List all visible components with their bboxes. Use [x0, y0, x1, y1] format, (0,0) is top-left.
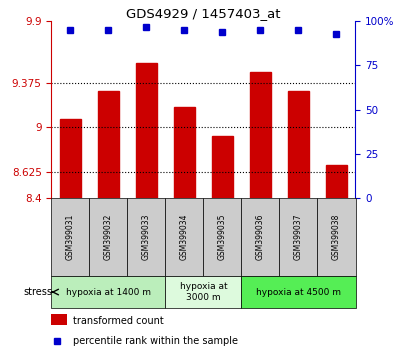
- Bar: [166, 198, 203, 276]
- Bar: [212, 136, 233, 198]
- Bar: [60, 119, 81, 198]
- Bar: [174, 107, 195, 198]
- Bar: [136, 63, 157, 198]
- Bar: [250, 72, 271, 198]
- Bar: [98, 91, 119, 198]
- Bar: [51, 276, 166, 308]
- Bar: [318, 198, 356, 276]
- Title: GDS4929 / 1457403_at: GDS4929 / 1457403_at: [126, 7, 281, 20]
- Bar: [241, 276, 356, 308]
- Text: GSM399037: GSM399037: [294, 214, 303, 261]
- Bar: [203, 198, 241, 276]
- Text: GSM399038: GSM399038: [332, 214, 341, 261]
- Text: GSM399031: GSM399031: [66, 214, 75, 261]
- Text: GSM399034: GSM399034: [180, 214, 189, 261]
- Text: GSM399036: GSM399036: [256, 214, 265, 261]
- Text: percentile rank within the sample: percentile rank within the sample: [73, 336, 238, 346]
- Bar: [288, 91, 309, 198]
- Bar: [279, 198, 318, 276]
- Bar: [241, 198, 279, 276]
- Bar: [127, 198, 166, 276]
- Text: hypoxia at
3000 m: hypoxia at 3000 m: [180, 282, 227, 302]
- Bar: [326, 165, 347, 198]
- Bar: [51, 314, 66, 325]
- Text: stress: stress: [23, 287, 52, 297]
- Text: hypoxia at 4500 m: hypoxia at 4500 m: [256, 287, 341, 297]
- Bar: [89, 198, 127, 276]
- Text: transformed count: transformed count: [73, 316, 164, 326]
- Text: hypoxia at 1400 m: hypoxia at 1400 m: [66, 287, 151, 297]
- Text: GSM399035: GSM399035: [218, 214, 227, 261]
- Bar: [166, 276, 241, 308]
- Bar: [51, 198, 89, 276]
- Text: GSM399033: GSM399033: [142, 214, 151, 261]
- Text: GSM399032: GSM399032: [104, 214, 113, 261]
